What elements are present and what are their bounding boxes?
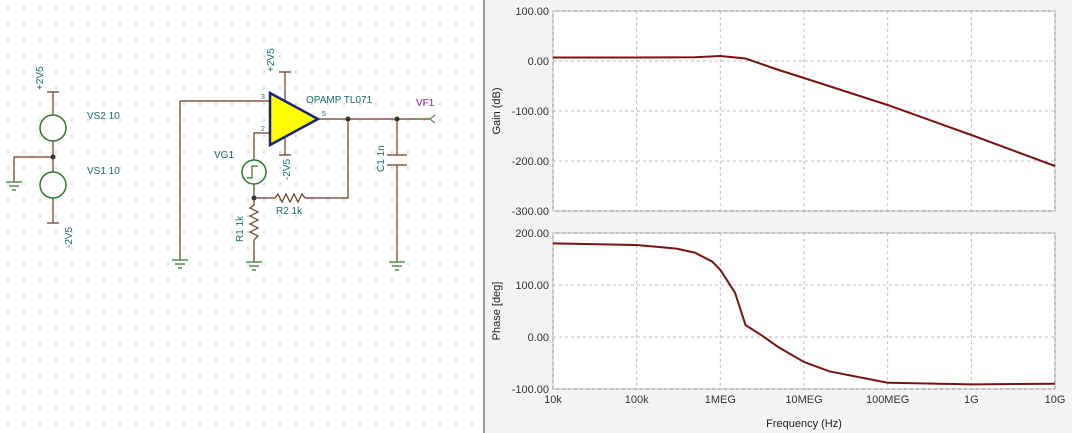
generator	[241, 159, 267, 185]
label: VS1 10	[87, 166, 120, 177]
series-line	[553, 54, 1056, 167]
label: +2V5	[35, 66, 46, 90]
y-tick-label: 0.00	[528, 332, 549, 344]
label: -2V5	[64, 226, 75, 248]
node	[394, 116, 400, 122]
source	[39, 114, 67, 142]
wire	[179, 71, 430, 262]
label: R2 1k	[276, 206, 303, 217]
schematic: +2V5 VS2 10 VS1 10 -2V5 +2V5 -2V5 OPAMP …	[6, 48, 436, 271]
ground	[172, 259, 405, 271]
label: OPAMP TL071	[306, 95, 373, 106]
resistor	[248, 192, 306, 241]
x-tick-label: 100MEG	[866, 394, 909, 406]
pin: 5	[322, 111, 326, 118]
generator-symbol	[247, 165, 258, 179]
probe	[429, 114, 436, 124]
node	[251, 195, 257, 201]
y-tick-label: 0.00	[528, 56, 549, 68]
x-tick-label: 10G	[1045, 394, 1066, 406]
label: C1 1n	[376, 145, 387, 172]
node	[50, 154, 56, 160]
capacitor	[387, 154, 407, 166]
label: R1 1k	[235, 215, 246, 242]
node	[345, 116, 351, 122]
source	[39, 171, 67, 199]
y-tick-label: -300.00	[512, 206, 549, 218]
y-tick-label: 100.00	[515, 280, 549, 292]
pin: 2	[261, 126, 265, 133]
schematic-canvas	[0, 0, 483, 433]
y-tick-label: -100.00	[512, 384, 549, 396]
y-tick-label: -200.00	[512, 156, 549, 168]
y-tick-label: 100.00	[515, 6, 549, 18]
label: -2V5	[282, 158, 293, 180]
y-axis-label: Gain (dB)	[491, 87, 503, 134]
x-tick-label: 1G	[964, 394, 979, 406]
series-line	[552, 242, 1056, 386]
y-tick-label: -100.00	[512, 106, 549, 118]
x-tick-label: 10MEG	[785, 394, 822, 406]
y-tick-label: 200.00	[515, 228, 549, 240]
x-tick-label: 1MEG	[705, 394, 736, 406]
label: VF1	[416, 98, 435, 109]
x-axis-label: Frequency (Hz)	[766, 418, 842, 430]
opamp	[268, 90, 321, 148]
ground	[6, 181, 22, 191]
label: VS2 10	[87, 111, 120, 122]
pin: 3	[261, 94, 265, 101]
x-tick-label: 100k	[625, 394, 649, 406]
y-axis-label: Phase [deg]	[491, 282, 503, 341]
x-tick-label: 10k	[544, 394, 562, 406]
label: VG1	[214, 150, 234, 161]
label: +2V5	[266, 48, 277, 72]
